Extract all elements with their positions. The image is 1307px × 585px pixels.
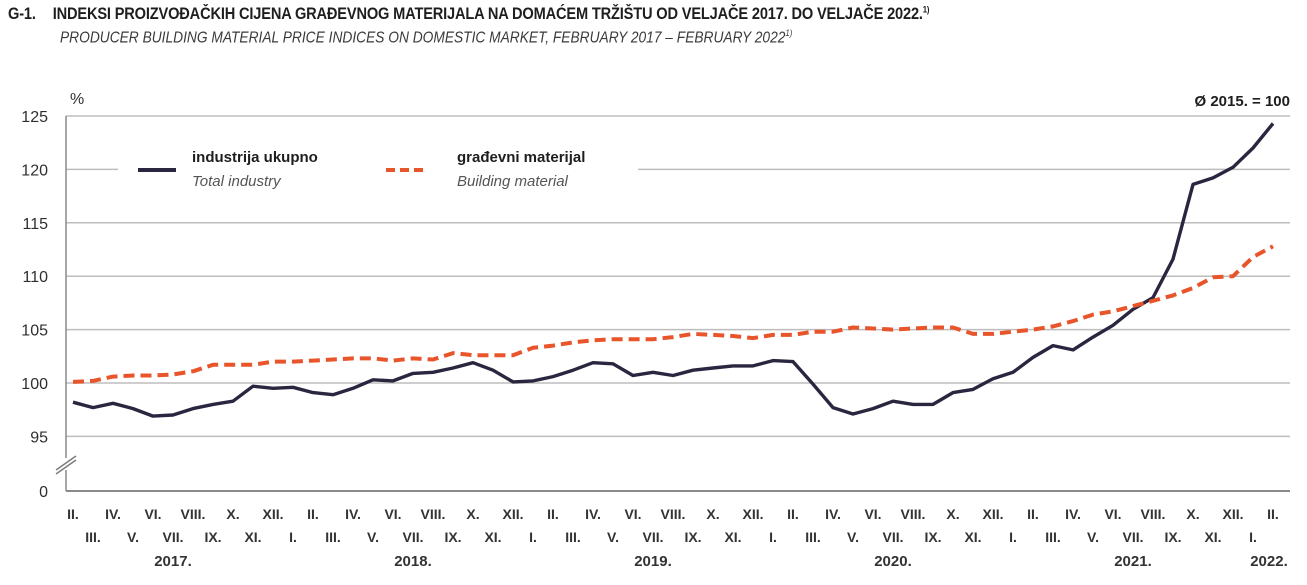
x-tick-label: IV. xyxy=(105,506,121,522)
year-label: 2018. xyxy=(394,553,432,570)
legend-sublabel-total-industry: Total industry xyxy=(192,173,282,190)
x-tick-label: VII. xyxy=(882,529,903,545)
x-tick-label: VII. xyxy=(642,529,663,545)
year-label: 2022. xyxy=(1250,553,1288,570)
x-tick-label: XII. xyxy=(1222,506,1243,522)
x-tick-label: V. xyxy=(1087,529,1099,545)
x-tick-label: XI. xyxy=(244,529,261,545)
x-tick-label: VIII. xyxy=(661,506,686,522)
y-tick-label: 125 xyxy=(21,109,48,126)
y-axis-ticks: 0 95 100 105 110 115 120 125 xyxy=(21,109,48,501)
x-tick-label: III. xyxy=(85,529,101,545)
x-tick-label: X. xyxy=(946,506,959,522)
chart-title-block: G-1. INDEKSI PROIZVOĐAČKIH CIJENA GRAĐEVN… xyxy=(8,4,1079,47)
x-tick-label: III. xyxy=(805,529,821,545)
x-tick-label: X. xyxy=(466,506,479,522)
x-tick-label: II. xyxy=(67,506,79,522)
x-tick-label: VIII. xyxy=(1141,506,1166,522)
x-tick-label: V. xyxy=(847,529,859,545)
x-axis-labels: II. IV. VI. VIII. X. XII. II. IV. VI. VIII. X. XII.… xyxy=(67,506,1288,570)
chart-title-text: INDEKSI PROIZVOĐAČKIH CIJENA GRAĐEVNOG M… xyxy=(52,4,923,23)
x-tick-label: I. xyxy=(1009,529,1017,545)
x-tick-label: XII. xyxy=(502,506,523,522)
x-tick-label: VII. xyxy=(1122,529,1143,545)
x-tick-label: II. xyxy=(1267,506,1279,522)
x-tick-label: I. xyxy=(529,529,537,545)
x-tick-label: X. xyxy=(706,506,719,522)
x-tick-label: IX. xyxy=(444,529,461,545)
year-label: 2021. xyxy=(1114,553,1152,570)
x-tick-label: XII. xyxy=(262,506,283,522)
x-tick-label: VI. xyxy=(144,506,161,522)
x-tick-label: IX. xyxy=(1164,529,1181,545)
x-tick-label: XI. xyxy=(964,529,981,545)
x-tick-label: IX. xyxy=(684,529,701,545)
x-tick-label: XII. xyxy=(982,506,1003,522)
chart-title: G-1. INDEKSI PROIZVOĐAČKIH CIJENA GRAĐEVN… xyxy=(8,4,930,24)
base-note: Ø 2015. = 100 xyxy=(1195,93,1291,110)
x-tick-label: I. xyxy=(769,529,777,545)
chart-subtitle-text: PRODUCER BUILDING MATERIAL PRICE INDICES… xyxy=(60,29,786,47)
x-tick-label: XI. xyxy=(1204,529,1221,545)
x-tick-label: VI. xyxy=(384,506,401,522)
x-tick-label: IV. xyxy=(825,506,841,522)
x-tick-label: II. xyxy=(787,506,799,522)
x-tick-label: X. xyxy=(226,506,239,522)
chart-subtitle: PRODUCER BUILDING MATERIAL PRICE INDICES… xyxy=(60,28,937,47)
x-tick-label: V. xyxy=(367,529,379,545)
y-tick-label: 115 xyxy=(22,216,48,233)
x-tick-label: XI. xyxy=(484,529,501,545)
legend-label-total-industry: industrija ukupno xyxy=(192,149,318,166)
x-tick-label: VIII. xyxy=(421,506,446,522)
y-tick-label: 110 xyxy=(22,269,48,286)
x-tick-label: XI. xyxy=(724,529,741,545)
axis-break-icon xyxy=(55,455,77,475)
series-line-total-industry xyxy=(72,122,1275,418)
x-tick-label: IX. xyxy=(924,529,941,545)
chart-number: G-1. xyxy=(8,4,36,23)
x-tick-label: IX. xyxy=(204,529,221,545)
x-tick-label: V. xyxy=(127,529,139,545)
x-tick-label: VII. xyxy=(162,529,183,545)
year-label: 2019. xyxy=(634,553,672,570)
x-tick-label: I. xyxy=(289,529,297,545)
x-tick-label: VI. xyxy=(624,506,641,522)
x-tick-label: VIII. xyxy=(181,506,206,522)
year-label: 2017. xyxy=(154,553,192,570)
x-tick-label: III. xyxy=(325,529,341,545)
y-axis-unit: % xyxy=(70,91,84,108)
x-tick-label: IV. xyxy=(345,506,361,522)
x-tick-label: VI. xyxy=(1104,506,1121,522)
x-tick-label: II. xyxy=(1027,506,1039,522)
x-tick-label: II. xyxy=(547,506,559,522)
y-tick-label: 95 xyxy=(30,429,48,446)
y-tick-label: 100 xyxy=(21,376,48,393)
x-tick-label: XII. xyxy=(742,506,763,522)
x-tick-label: IV. xyxy=(1065,506,1081,522)
series-group xyxy=(72,122,1275,418)
legend-label-building-material: građevni materijal xyxy=(457,149,585,166)
x-tick-label: I. xyxy=(1249,529,1257,545)
legend: industrija ukupno Total industry građevn… xyxy=(118,140,638,196)
y-tick-label: 0 xyxy=(39,484,48,501)
legend-sublabel-building-material: Building material xyxy=(457,173,569,190)
x-tick-label: VI. xyxy=(864,506,881,522)
y-tick-label: 105 xyxy=(21,323,48,340)
x-tick-label: X. xyxy=(1186,506,1199,522)
x-tick-label: V. xyxy=(607,529,619,545)
x-tick-label: IV. xyxy=(585,506,601,522)
x-tick-label: III. xyxy=(1045,529,1061,545)
gridlines xyxy=(66,115,1290,438)
y-tick-label: 120 xyxy=(21,162,48,179)
x-tick-label: II. xyxy=(307,506,319,522)
x-tick-label: VII. xyxy=(402,529,423,545)
title-footnote: 1) xyxy=(922,4,930,15)
legend-background xyxy=(118,140,638,196)
x-tick-label: III. xyxy=(565,529,581,545)
subtitle-footnote: 1) xyxy=(785,28,793,38)
year-label: 2020. xyxy=(874,553,912,570)
x-tick-label: VIII. xyxy=(901,506,926,522)
series-line-building-material xyxy=(72,244,1274,384)
